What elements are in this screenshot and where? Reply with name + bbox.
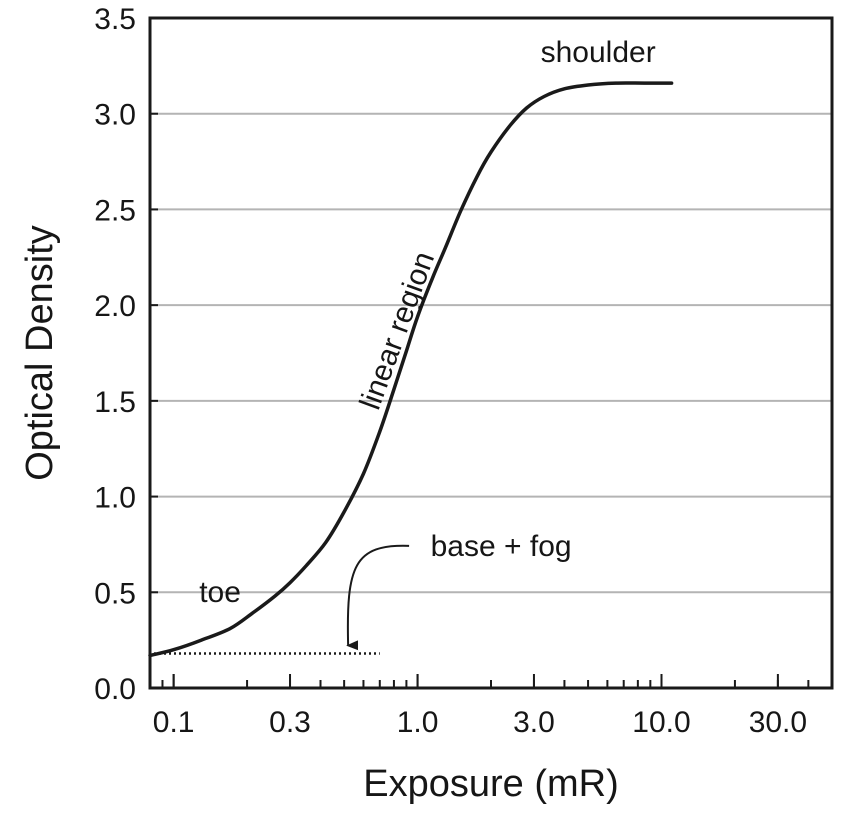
x-tick-label: 0.1	[153, 706, 195, 739]
characteristic-curve-line	[148, 81, 674, 658]
y-tick-label: 2.0	[94, 290, 136, 323]
x-tick-label: 1.0	[397, 706, 439, 739]
plot-frame	[148, 16, 834, 690]
annotation-shoulder: shoulder	[541, 36, 656, 69]
annotations: shoulder linear region toe base + fog	[199, 36, 656, 651]
annotation-toe: toe	[199, 576, 241, 609]
annotation-base-fog: base + fog	[431, 530, 572, 563]
annotation-linear-region: linear region	[354, 247, 441, 413]
series-layer	[148, 81, 674, 658]
axis-ticks: 0.0 0.5 1.0 1.5 2.0 2.5 3.0 3.5 0.1 0.3 1.0 3.0 10.0…	[94, 3, 833, 739]
x-tick-label: 3.0	[513, 706, 555, 739]
x-axis-title: Exposure (mR)	[363, 763, 619, 805]
y-axis-title: Optical Density	[19, 225, 61, 481]
base-fog-arrow	[346, 544, 410, 651]
y-tick-label: 1.5	[94, 386, 136, 419]
y-tick-label: 3.5	[94, 3, 136, 36]
y-tick-label: 3.0	[94, 99, 136, 132]
x-tick-label: 10.0	[632, 706, 690, 739]
y-tick-label: 1.0	[94, 482, 136, 515]
gridlines	[150, 112, 832, 594]
y-tick-label: 0.0	[94, 673, 136, 706]
y-tick-label: 2.5	[94, 194, 136, 227]
x-tick-label: 0.3	[269, 706, 311, 739]
x-tick-label: 30.0	[749, 706, 807, 739]
y-tick-label: 0.5	[94, 577, 136, 610]
